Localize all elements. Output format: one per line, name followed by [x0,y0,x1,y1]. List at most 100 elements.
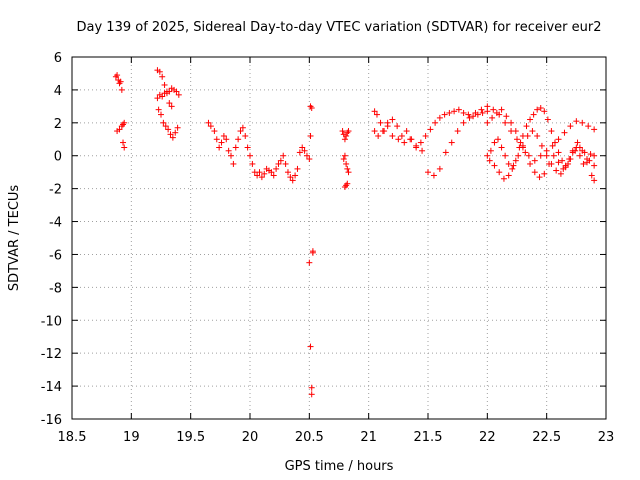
data-point [289,177,296,184]
data-point [587,151,594,158]
data-point [417,139,424,146]
data-point [470,113,477,120]
data-point [169,134,176,141]
data-point [120,139,127,146]
y-tick-label: -8 [49,281,62,296]
data-point [218,139,225,146]
data-point [553,167,560,174]
data-point [446,109,453,116]
data-point [343,132,350,139]
data-point [216,144,223,151]
data-point [398,132,405,139]
data-point [373,111,380,118]
data-point [544,116,551,123]
data-point [308,391,315,398]
data-point [549,142,556,149]
y-tick-label: 4 [54,84,62,99]
data-point [487,147,494,154]
y-tick-label: 2 [54,117,62,132]
data-point [557,170,564,177]
data-point [496,169,503,176]
data-point [591,126,598,133]
data-point [523,123,530,130]
data-point [498,106,505,113]
data-point [442,149,449,156]
data-point [309,249,316,256]
data-point [484,103,491,110]
data-point [505,172,512,179]
data-point [160,119,167,126]
data-point [430,172,437,179]
data-point [244,144,251,151]
data-point [275,160,282,167]
x-tick-label: 18.5 [58,430,87,445]
data-point [413,142,420,149]
plot-frame [71,56,607,420]
data-point [522,149,529,156]
data-point [573,118,580,125]
data-point [307,343,314,350]
data-point [531,157,538,164]
y-tick-label: -10 [41,314,62,329]
data-point [254,172,261,179]
data-point [514,136,520,143]
data-point [561,129,568,136]
x-axis-label: GPS time / hours [285,459,394,474]
data-point [121,144,128,151]
data-point [341,152,348,159]
y-tick-label: 0 [54,150,62,165]
data-point [451,108,458,115]
y-tick-label: -2 [49,183,62,198]
data-point [441,111,448,118]
data-point [379,128,386,135]
x-tick-label: 23 [598,430,615,445]
data-point [551,139,558,146]
data-point [567,123,574,130]
data-point [502,152,509,159]
data-point [555,149,562,156]
data-point [419,147,426,154]
data-point [572,147,579,154]
x-tick-label: 19.5 [176,430,205,445]
data-point [225,147,232,154]
data-point [165,126,172,133]
data-point [519,142,526,149]
data-point [401,139,408,146]
data-point [220,132,227,139]
data-point [538,142,545,149]
data-point [512,157,519,164]
data-point [166,100,173,107]
data-point [425,169,431,176]
data-point [576,144,583,151]
y-tick-label: -16 [41,413,62,428]
axis-ticks: 18.5 19 19.5 20 20.5 21 21.5 22 22.5 23-16-14-12-… [41,51,615,445]
data-point [466,114,473,121]
data-point [460,109,467,116]
data-point [277,157,284,164]
data-point [509,165,516,172]
data-point [484,152,491,159]
data-point [172,129,179,136]
data-point [529,128,536,135]
data-point [389,132,396,139]
data-point [580,160,587,167]
data-point [230,160,237,167]
data-point [301,147,308,154]
data-point [527,160,534,167]
data-point [548,128,555,135]
data-point [344,180,351,187]
data-point [516,144,523,151]
data-point [303,152,310,159]
data-point [162,123,169,130]
data-point [498,144,505,151]
x-tick-label: 22 [479,430,496,445]
data-point [249,160,256,167]
data-point [118,86,125,93]
data-point [394,123,401,130]
data-point [242,132,249,139]
data-point [555,159,562,166]
data-point [307,103,314,110]
data-point [168,103,175,110]
data-point [377,119,384,126]
